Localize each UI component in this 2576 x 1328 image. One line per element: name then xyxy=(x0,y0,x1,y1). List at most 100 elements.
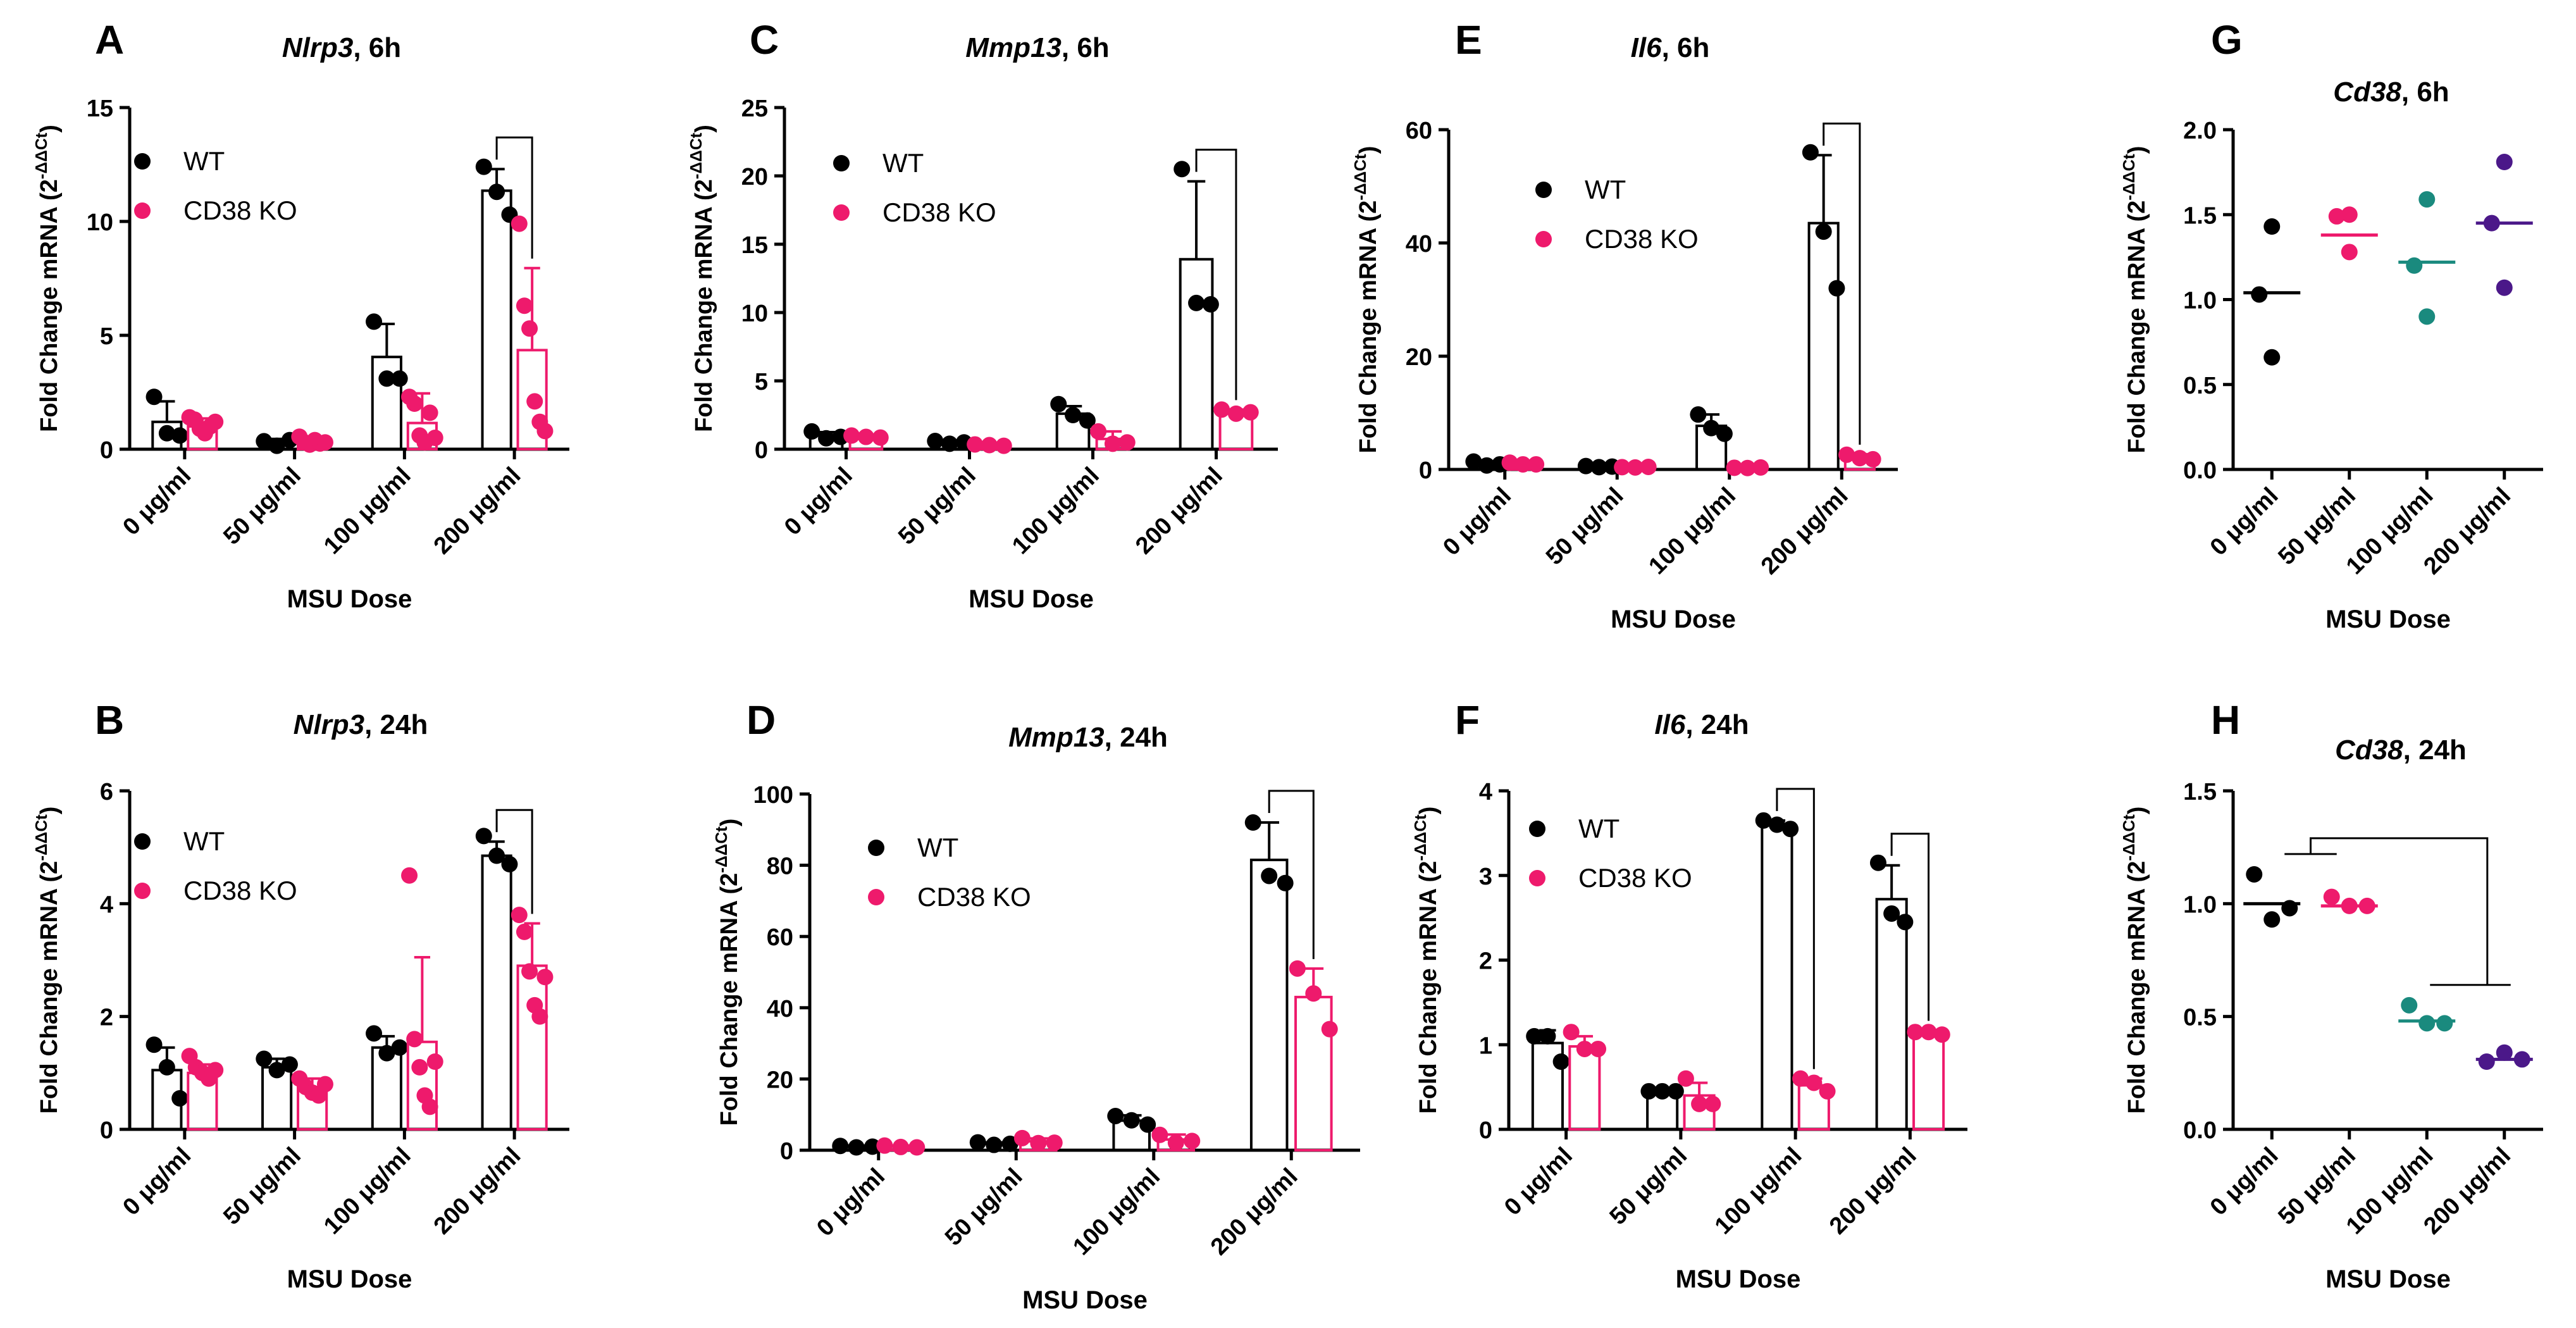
data-point xyxy=(171,1089,189,1107)
data-point xyxy=(1626,459,1644,476)
y-axis-title-sup: -ΔΔCt xyxy=(712,826,731,873)
y-tick-label: 15 xyxy=(741,232,768,259)
panel-letter: D xyxy=(746,697,776,743)
legend: WT CD38 KO xyxy=(134,826,297,905)
y-tick-label: 20 xyxy=(1406,344,1432,371)
title-time: , 6h xyxy=(353,32,401,63)
data-point xyxy=(526,393,543,410)
significance-bracket xyxy=(2284,837,2489,985)
data-point xyxy=(2263,911,2281,928)
data-point xyxy=(1716,425,1733,442)
data-point xyxy=(1739,459,1756,476)
data-point xyxy=(366,313,383,330)
legend-marker-wt xyxy=(134,153,151,170)
data-point xyxy=(411,1058,428,1076)
y-axis-title-main: Fold Change mRNA (2 xyxy=(36,861,63,1114)
significance-bracket xyxy=(495,136,533,259)
data-point xyxy=(1167,1134,1184,1151)
data-point xyxy=(378,370,395,387)
data-point xyxy=(1552,1053,1570,1070)
data-point xyxy=(1184,1133,1201,1150)
y-tick-label: 2 xyxy=(1479,948,1492,975)
data-point xyxy=(969,1134,986,1151)
panel-letter: G xyxy=(2211,17,2243,63)
data-point xyxy=(1563,1024,1580,1041)
data-point xyxy=(2263,218,2281,235)
data-point xyxy=(2341,206,2358,223)
panel-a: A Nlrp3, 6h 0 5 10 15 Fold Change mRNA (2-ΔΔCt… xyxy=(32,17,569,613)
x-tick-label: 200 μg/ml xyxy=(1756,483,1854,580)
y-tick-label: 100 xyxy=(753,782,793,809)
data-point xyxy=(1261,867,1278,884)
y-tick-label: 60 xyxy=(767,924,793,951)
data-point xyxy=(1864,450,1881,468)
legend-label-ko: CD38 KO xyxy=(882,197,996,227)
x-tick-label: 0 μg/ml xyxy=(118,1143,196,1221)
data-point xyxy=(146,1036,163,1053)
data-point xyxy=(2478,1053,2495,1070)
x-axis-title: MSU Dose xyxy=(2325,1265,2451,1293)
data-point xyxy=(391,370,408,387)
bar xyxy=(1875,898,1908,1131)
y-tick-label: 10 xyxy=(741,301,768,327)
x-tick-label: 200 μg/ml xyxy=(429,1143,526,1240)
y-tick-label: 3 xyxy=(1479,864,1492,890)
data-point xyxy=(1539,1027,1556,1045)
panel-b: B Nlrp3, 24h 0 2 4 6 Fold Change mRNA (2-ΔΔCt)… xyxy=(32,697,569,1293)
data-point xyxy=(421,404,438,421)
x-tick-label: 100 μg/ml xyxy=(1644,483,1741,580)
bar xyxy=(481,854,512,1131)
y-tick-label: 1 xyxy=(1479,1033,1492,1059)
data-point xyxy=(1802,144,1819,161)
y-tick-label: 0 xyxy=(100,1117,113,1144)
significance-bracket xyxy=(1776,788,1815,1069)
y-tick-label: 4 xyxy=(1479,779,1492,805)
data-point xyxy=(2496,1044,2513,1061)
x-tick-label: 200 μg/ml xyxy=(429,462,526,560)
chart-title: Nlrp3, 24h xyxy=(294,709,428,740)
data-point xyxy=(1576,1040,1593,1057)
data-point xyxy=(2496,154,2513,171)
data-point xyxy=(256,1050,273,1067)
data-point xyxy=(171,427,189,444)
chart-title: Mmp13, 6h xyxy=(965,32,1109,63)
title-gene: Cd38 xyxy=(2333,77,2401,108)
y-tick-label: 5 xyxy=(100,323,113,350)
data-point xyxy=(1202,296,1219,313)
x-tick-label: 100 μg/ml xyxy=(1068,1164,1165,1261)
title-gene: Mmp13 xyxy=(965,32,1062,63)
data-point xyxy=(475,158,492,175)
data-point xyxy=(511,907,528,924)
data-point xyxy=(876,1137,893,1154)
bar xyxy=(1912,1031,1945,1131)
data-point xyxy=(872,429,889,446)
y-tick-label: 4 xyxy=(100,891,113,918)
data-point xyxy=(1528,456,1545,473)
y-axis-title: Fold Change mRNA (2-ΔΔCt) xyxy=(2119,146,2150,454)
data-point xyxy=(1242,404,1259,421)
data-point xyxy=(1828,280,1845,297)
y-axis-title-sup: -ΔΔCt xyxy=(1351,154,1370,201)
data-point xyxy=(1851,450,1868,467)
data-point xyxy=(2323,888,2340,905)
title-time: , 24h xyxy=(364,709,428,740)
data-point xyxy=(843,427,860,444)
data-point xyxy=(516,923,533,940)
data-point xyxy=(316,1076,333,1093)
data-point xyxy=(1321,1021,1338,1038)
legend-marker-wt xyxy=(1535,182,1552,198)
legend: WT CD38 KO xyxy=(868,833,1031,912)
y-axis-title-close: ) xyxy=(716,819,743,827)
data-point xyxy=(986,1136,1003,1153)
panel-h: H Cd38, 24h 0.0 0.5 1.0 1.5 Fold Change mRNA (… xyxy=(2119,697,2543,1293)
legend-marker-wt xyxy=(1529,821,1545,837)
y-axis-title-close: ) xyxy=(1415,807,1442,815)
title-gene: Il6 xyxy=(1631,32,1662,63)
y-tick-label: 5 xyxy=(755,369,768,395)
legend-label-ko: CD38 KO xyxy=(1578,863,1692,893)
data-point xyxy=(1815,223,1832,240)
data-point xyxy=(207,1062,224,1079)
panel-c: C Mmp13, 6h 0 5 10 15 20 25 Fold Change mRNA (2-… xyxy=(686,17,1278,613)
y-tick-label: 15 xyxy=(87,96,113,122)
x-axis-title: MSU Dose xyxy=(1611,605,1736,633)
